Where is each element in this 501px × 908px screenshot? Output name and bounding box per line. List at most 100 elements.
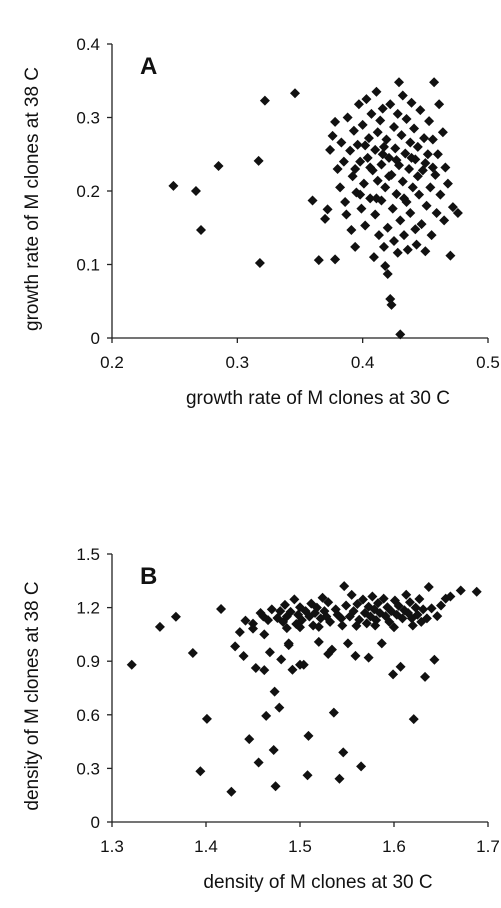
data-point	[392, 108, 403, 119]
data-point	[440, 162, 451, 173]
data-point	[253, 155, 264, 166]
data-point	[281, 623, 292, 634]
data-point	[266, 604, 277, 615]
data-point	[358, 178, 369, 189]
data-point	[415, 105, 426, 116]
data-point	[240, 615, 251, 626]
data-point	[337, 620, 348, 631]
data-point	[372, 127, 383, 138]
data-point	[437, 127, 448, 138]
data-point	[385, 99, 396, 110]
data-point	[226, 786, 237, 797]
data-point	[422, 149, 433, 160]
panel-a-scatter-plot: 0 0.1 0.2 0.3 0.4 0.2 0.3 0.4 0.5 growth rate of …	[22, 35, 500, 409]
data-point	[391, 155, 402, 166]
data-point	[395, 215, 406, 226]
data-point	[279, 599, 290, 610]
data-point	[408, 714, 419, 725]
data-point	[368, 252, 379, 263]
data-point	[389, 235, 399, 246]
data-point	[339, 581, 350, 592]
data-point	[270, 781, 281, 792]
data-point	[429, 77, 440, 88]
data-point	[213, 161, 224, 172]
data-point	[410, 602, 421, 613]
data-point	[445, 250, 456, 261]
data-point	[311, 602, 322, 613]
data-point	[352, 599, 363, 610]
x-tick-label: 1.5	[288, 837, 312, 856]
data-point	[259, 95, 270, 106]
data-point	[401, 589, 412, 600]
data-point	[412, 171, 423, 182]
data-point	[402, 244, 413, 255]
data-point	[471, 586, 482, 597]
data-point	[384, 616, 395, 627]
data-point	[392, 247, 403, 258]
data-point	[421, 613, 432, 624]
data-point	[393, 600, 404, 611]
data-point	[264, 647, 275, 658]
y-tick-label: 0.2	[76, 182, 100, 201]
data-point	[254, 258, 265, 269]
data-point	[410, 224, 421, 235]
data-point	[401, 113, 412, 124]
panel-b-scatter-plot: 0 0.3 0.6 0.9 1.2 1.5 1.3 1.4 1.5 1.6 1.7 density o…	[22, 545, 500, 893]
data-point	[376, 159, 387, 170]
data-point	[380, 182, 391, 193]
data-point	[338, 156, 349, 167]
data-point	[399, 193, 410, 204]
data-point	[414, 189, 425, 200]
data-point	[390, 143, 401, 154]
data-point	[351, 620, 362, 631]
y-tick-label: 0	[91, 813, 100, 832]
data-point	[346, 589, 357, 600]
data-point	[248, 623, 258, 634]
x-axis-title: growth rate of M clones at 30 C	[186, 388, 450, 409]
y-tick-label: 0.1	[76, 256, 100, 275]
y-tick-label: 1.5	[76, 545, 100, 564]
data-point	[370, 209, 381, 220]
data-point	[126, 659, 137, 670]
data-point	[295, 622, 305, 633]
data-point	[418, 604, 429, 615]
data-point	[352, 139, 363, 150]
data-point	[378, 593, 389, 604]
data-point	[190, 186, 201, 196]
data-point	[244, 734, 255, 745]
data-point	[363, 133, 374, 144]
y-tick-label: 0.4	[76, 35, 100, 54]
data-point	[425, 182, 436, 193]
data-point	[296, 615, 307, 626]
data-point	[327, 130, 338, 141]
data-point	[355, 156, 366, 167]
data-point	[336, 137, 347, 148]
data-point	[363, 652, 374, 663]
data-point	[269, 686, 280, 697]
data-point	[399, 230, 410, 241]
data-point	[414, 594, 425, 605]
data-point	[263, 615, 274, 626]
data-point	[434, 99, 445, 110]
data-point	[420, 158, 431, 169]
data-point	[353, 99, 364, 110]
data-point	[356, 203, 367, 214]
data-point	[283, 640, 294, 651]
x-tick-label: 0.4	[351, 353, 375, 372]
data-point	[452, 208, 463, 219]
data-point	[395, 661, 406, 672]
data-point	[409, 123, 420, 134]
data-point	[429, 654, 440, 665]
data-point	[216, 604, 227, 615]
x-tick-label: 0.2	[100, 353, 124, 372]
data-point	[400, 148, 411, 159]
data-point	[259, 629, 270, 640]
data-point	[154, 621, 165, 632]
data-point	[431, 208, 442, 219]
data-point	[416, 219, 427, 230]
x-tick-label: 1.4	[194, 837, 218, 856]
data-point	[275, 606, 286, 617]
data-point	[357, 119, 368, 130]
data-point	[253, 757, 264, 768]
data-point	[289, 594, 300, 605]
